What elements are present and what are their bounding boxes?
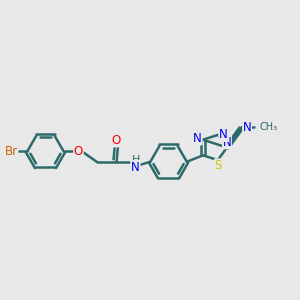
Text: N: N bbox=[131, 160, 140, 174]
Text: N: N bbox=[219, 128, 227, 141]
Text: H: H bbox=[131, 155, 140, 165]
Text: Br: Br bbox=[5, 145, 18, 158]
Text: O: O bbox=[112, 134, 121, 147]
Text: O: O bbox=[74, 145, 83, 158]
Text: N: N bbox=[243, 121, 251, 134]
Text: N: N bbox=[193, 132, 202, 145]
Text: S: S bbox=[215, 159, 222, 172]
Text: N: N bbox=[223, 136, 231, 149]
Text: CH₃: CH₃ bbox=[260, 122, 278, 132]
